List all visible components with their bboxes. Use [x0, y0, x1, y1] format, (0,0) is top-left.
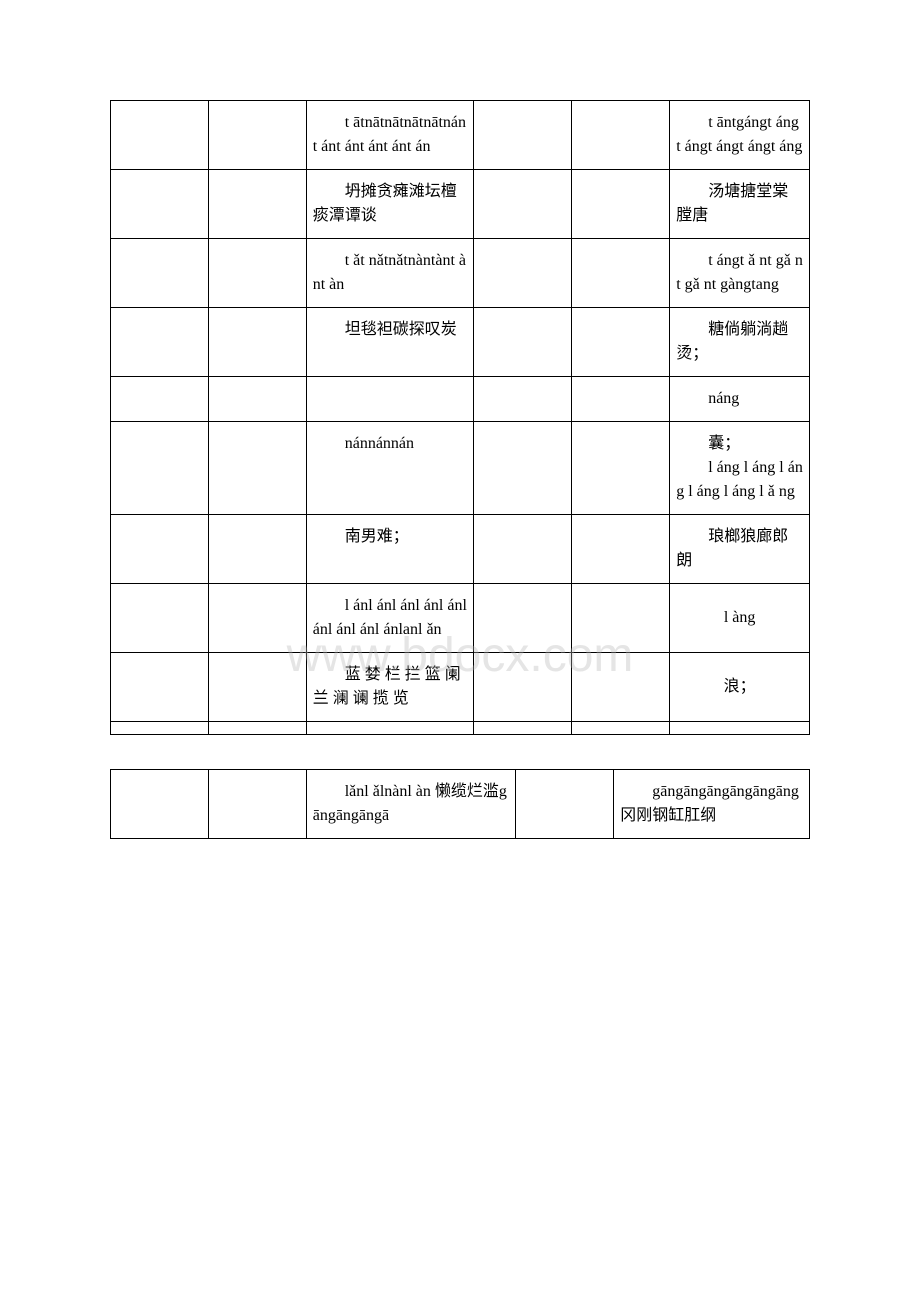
table-cell: [572, 584, 670, 653]
table-cell: [208, 722, 306, 735]
table-cell: [306, 722, 474, 735]
table-cell: [572, 653, 670, 722]
table-cell: [474, 722, 572, 735]
table-cell: t ātnātnātnātnātnánt ánt ánt ánt ánt án: [306, 101, 474, 170]
table-cell: [474, 515, 572, 584]
table-cell: [208, 170, 306, 239]
table-cell: [474, 239, 572, 308]
table-cell: [474, 308, 572, 377]
table-cell: [111, 422, 209, 515]
table-cell: 汤塘搪堂棠膛唐: [670, 170, 810, 239]
table-cell: [111, 515, 209, 584]
table-cell: [474, 170, 572, 239]
table-cell: [208, 239, 306, 308]
table-cell: [572, 722, 670, 735]
table-cell: [474, 101, 572, 170]
table-cell: [111, 722, 209, 735]
table-cell: [572, 422, 670, 515]
table-cell: [670, 722, 810, 735]
table-cell: [572, 515, 670, 584]
table-cell: t ǎt nǎtnǎtnàntànt ànt àn: [306, 239, 474, 308]
table-cell: [111, 584, 209, 653]
table-cell: [572, 239, 670, 308]
table-cell: [111, 653, 209, 722]
table-cell: [474, 422, 572, 515]
main-table-1: t ātnātnātnātnātnánt ánt ánt ánt ánt án …: [110, 100, 810, 735]
table-cell: [111, 239, 209, 308]
table-cell: [111, 308, 209, 377]
table-cell: [111, 170, 209, 239]
table-cell: 浪；: [670, 653, 810, 722]
table-cell: [572, 377, 670, 422]
table-cell: [208, 101, 306, 170]
main-table-2: lǎnl ǎlnànl àn 懒缆烂滥gāngāngāngā gāngāngān…: [110, 769, 810, 839]
table-cell: [208, 422, 306, 515]
table-cell: [474, 584, 572, 653]
table-cell: 糖倘躺淌趟烫；: [670, 308, 810, 377]
table-cell: [208, 584, 306, 653]
table-cell: [208, 308, 306, 377]
table-cell: 囊； l áng l áng l áng l áng l áng l ǎ ng: [670, 422, 810, 515]
table-cell: t ángt ǎ nt gǎ nt gǎ nt gàngtang: [670, 239, 810, 308]
table-cell: náng: [670, 377, 810, 422]
table-cell: 坍摊贪瘫滩坛檀痰潭谭谈: [306, 170, 474, 239]
table-cell: t āntgángt ángt ángt ángt ángt áng: [670, 101, 810, 170]
table-cell: 蓝 婪 栏 拦 篮 阑 兰 澜 谰 揽 览: [306, 653, 474, 722]
table-cell: [572, 308, 670, 377]
table-cell: 南男难；: [306, 515, 474, 584]
table-cell: [474, 377, 572, 422]
table-cell: nánnánnán: [306, 422, 474, 515]
table-cell: gāngāngāngāngāngāng 冈刚钢缸肛纲: [614, 770, 810, 839]
table-cell: [572, 101, 670, 170]
table-cell: [111, 377, 209, 422]
table-cell: lǎnl ǎlnànl àn 懒缆烂滥gāngāngāngā: [306, 770, 516, 839]
table-cell: [306, 377, 474, 422]
table-cell: l ánl ánl ánl ánl ánl ánl ánl ánl ánlanl…: [306, 584, 474, 653]
table-cell: [572, 170, 670, 239]
table-cell: [516, 770, 614, 839]
table-cell: [208, 653, 306, 722]
table-cell: [474, 653, 572, 722]
table-cell: l àng: [670, 584, 810, 653]
table-cell: 坦毯袒碳探叹炭: [306, 308, 474, 377]
table-cell: [111, 101, 209, 170]
table-cell: [208, 770, 306, 839]
table-cell: [208, 377, 306, 422]
table-cell: 琅榔狼廊郎朗: [670, 515, 810, 584]
table-cell: [208, 515, 306, 584]
table-cell: [111, 770, 209, 839]
